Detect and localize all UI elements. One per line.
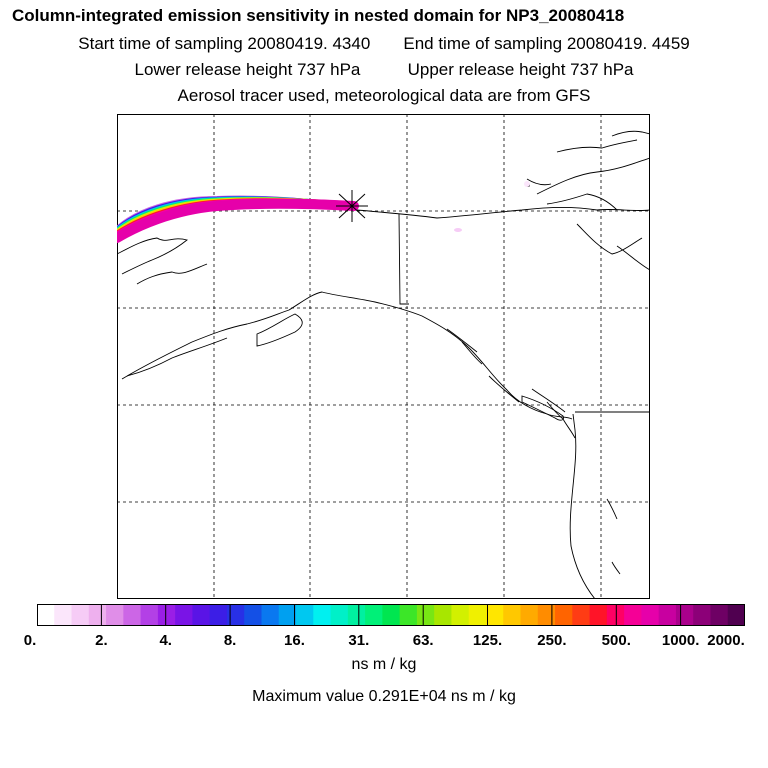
colorbar-swatch <box>503 604 522 626</box>
colorbar-frame <box>37 604 745 626</box>
colorbar-swatch <box>537 604 556 626</box>
tracer-info: Aerosol tracer used, meteorological data… <box>177 86 591 105</box>
colorbar-swatch <box>658 604 677 626</box>
colorbar-swatch <box>641 604 660 626</box>
colorbar-swatch <box>485 604 504 626</box>
colorbar-tick-label: 125. <box>472 632 503 649</box>
colorbar-swatch <box>399 604 418 626</box>
plume-band <box>117 198 359 243</box>
colorbar-swatch <box>451 604 470 626</box>
release-heights: Lower release height 737 hPa Upper relea… <box>0 60 768 80</box>
colorbar-swatch <box>123 604 142 626</box>
upper-release-label: Upper release height 737 hPa <box>407 60 634 79</box>
coastlines <box>117 130 650 599</box>
plot-title: Column-integrated emission sensitivity i… <box>12 6 625 25</box>
colorbar-swatch <box>226 604 245 626</box>
colorbar-tick-label: 31. <box>348 632 370 649</box>
colorbar-swatch <box>71 604 90 626</box>
colorbar-swatch <box>106 604 124 626</box>
maximum-value: Maximum value 0.291E+04 ns m / kg <box>252 688 516 705</box>
colorbar-swatch <box>434 604 453 626</box>
colorbar-swatch <box>209 604 228 626</box>
sampling-times: Start time of sampling 20080419. 4340 En… <box>0 34 768 54</box>
colorbar-swatch <box>54 604 73 626</box>
graticule <box>117 114 650 599</box>
colorbar-tick-label: 2. <box>95 632 108 649</box>
colorbar-swatch <box>347 604 366 626</box>
colorbar-swatch <box>572 604 591 626</box>
lower-release-label: Lower release height 737 hPa <box>134 60 361 79</box>
end-time-label: End time of sampling 20080419. 4459 <box>403 34 690 53</box>
colorbar-swatch <box>192 604 211 626</box>
colorbar-swatch <box>382 604 401 626</box>
colorbar-swatch <box>88 604 107 626</box>
colorbar-swatch <box>416 604 435 626</box>
colorbar-swatch <box>606 604 625 626</box>
colorbar-tick-label: 250. <box>537 632 567 649</box>
colorbar-swatch <box>157 604 176 626</box>
colorbar-swatch <box>365 604 383 626</box>
colorbar-tick-label: 16. <box>284 632 305 649</box>
colorbar-swatches <box>37 604 745 626</box>
colorbar-swatch <box>37 604 55 626</box>
map-panel <box>117 114 650 599</box>
colorbar-tick-label: 500. <box>601 632 631 649</box>
colorbar-swatch <box>244 604 263 626</box>
colorbar-swatch <box>296 604 314 626</box>
colorbar-swatch <box>555 604 573 626</box>
colorbar-swatch <box>330 604 349 626</box>
plume-trajectory <box>117 195 359 243</box>
colorbar-units: ns m / kg <box>351 656 417 673</box>
colorbar-swatch <box>589 604 608 626</box>
colorbar-swatch <box>313 604 332 626</box>
colorbar-tick-label: 63. <box>412 632 434 649</box>
colorbar-tick-label: 0. <box>23 632 37 649</box>
colorbar-swatch <box>140 604 159 626</box>
colorbar-swatch <box>468 604 487 626</box>
colorbar-swatch <box>175 604 194 626</box>
colorbar-swatch <box>520 604 539 626</box>
colorbar-swatch <box>693 604 712 626</box>
colorbar-swatch <box>675 604 694 626</box>
release-point-marker <box>336 190 368 222</box>
faint-sensitivity-patch <box>454 228 462 232</box>
colorbar-tick-label: 1000. <box>661 632 700 649</box>
faint-sensitivity-patch-2 <box>524 181 530 187</box>
colorbar-tick-label: 8. <box>223 632 237 649</box>
colorbar-swatch <box>727 604 745 626</box>
start-time-label: Start time of sampling 20080419. 4340 <box>78 34 371 53</box>
colorbar <box>37 604 745 626</box>
colorbar-swatch <box>261 604 280 626</box>
colorbar-swatch <box>278 604 297 626</box>
colorbar-tick-label: 2000. <box>707 632 745 649</box>
colorbar-tick-label: 4. <box>159 632 172 649</box>
map-frame <box>117 114 650 599</box>
colorbar-swatch <box>710 604 729 626</box>
colorbar-swatch <box>624 604 642 626</box>
